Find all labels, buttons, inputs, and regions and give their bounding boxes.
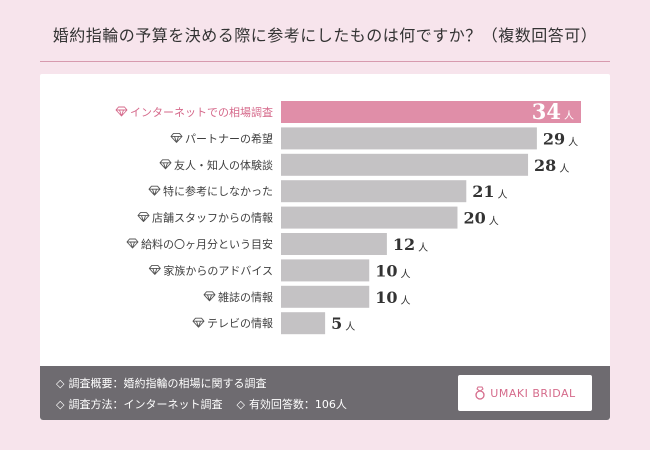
ring-icon: [475, 386, 485, 400]
unit-label: 人: [564, 110, 574, 122]
data-label: 20: [463, 209, 485, 228]
survey-footer: ◇ 調査概要：婚約指輪の相場に関する調査 ◇ 調査方法：インターネット調査 ◇ 有効回答…: [40, 366, 610, 420]
unit-label: 人: [489, 216, 499, 228]
bar: [281, 312, 326, 335]
unit-label: 人: [401, 268, 411, 280]
category-label: 給料の〇ヶ月分という目安: [141, 237, 273, 251]
category-label: テレビの情報: [207, 317, 273, 330]
category-label: 家族からのアドバイス: [163, 263, 273, 277]
data-label: 34: [532, 99, 561, 124]
unit-label: 人: [418, 242, 428, 254]
bullet-icon: ◇: [56, 398, 65, 411]
diamond-icon: [159, 159, 172, 170]
bar: [281, 153, 529, 176]
unit-label: 人: [498, 189, 508, 201]
category-label: 雑誌の情報: [218, 290, 273, 304]
bar: [281, 206, 458, 229]
chart-title: 婚約指輪の予算を決める際に参考にしたものは何ですか？（複数回答可）: [52, 26, 598, 45]
survey-method-text: 調査方法：インターネット調査: [68, 398, 223, 411]
valid-responses-text: 有効回答数：106人: [248, 398, 347, 411]
diamond-icon: [126, 238, 139, 249]
data-label: 29: [543, 129, 565, 148]
survey-method: ◇ 調査方法：インターネット調査 ◇ 有効回答数：106人: [56, 396, 347, 412]
bar: [281, 233, 387, 255]
data-label: 10: [375, 261, 397, 280]
chart-card: インターネットでの相場調査 34 人パートナーの希望 29 人友人・知人の体験談 28 人特…: [40, 74, 610, 420]
survey-summary-text: 調査概要：婚約指輪の相場に関する調査: [68, 377, 267, 390]
brand-logo: UMAKI BRIDAL: [458, 375, 592, 411]
unit-label: 人: [559, 163, 569, 175]
diamond-icon: [148, 264, 161, 275]
unit-label: 人: [568, 136, 578, 148]
bar: [281, 101, 581, 123]
diamond-icon: [137, 212, 150, 223]
bar: [281, 180, 467, 203]
category-label: パートナーの希望: [185, 131, 273, 145]
unit-label: 人: [401, 295, 411, 307]
data-label: 21: [472, 182, 494, 201]
brand-logo-text: UMAKI BRIDAL: [490, 386, 576, 400]
diamond-icon: [115, 106, 128, 117]
diamond-icon: [192, 317, 205, 328]
category-label: 店舗スタッフからの情報: [152, 211, 273, 225]
data-label: 10: [375, 288, 397, 307]
data-label: 28: [534, 156, 556, 175]
bar: [281, 285, 370, 308]
unit-label: 人: [345, 321, 355, 333]
bullet-icon: ◇: [56, 377, 65, 390]
survey-summary: ◇ 調査概要：婚約指輪の相場に関する調査: [56, 375, 266, 391]
diamond-icon: [170, 132, 183, 143]
bar: [281, 259, 370, 282]
data-label: 12: [393, 235, 415, 254]
category-label: 特に参考にしなかった: [163, 184, 273, 198]
diamond-icon: [148, 185, 161, 196]
bullet-icon: ◇: [236, 398, 245, 411]
bar: [281, 127, 537, 150]
category-label: インターネットでの相場調査: [130, 105, 273, 119]
title-divider: [40, 61, 610, 62]
category-label: 友人・知人の体験談: [174, 158, 273, 172]
diamond-icon: [203, 291, 216, 302]
data-label: 5: [331, 314, 342, 333]
